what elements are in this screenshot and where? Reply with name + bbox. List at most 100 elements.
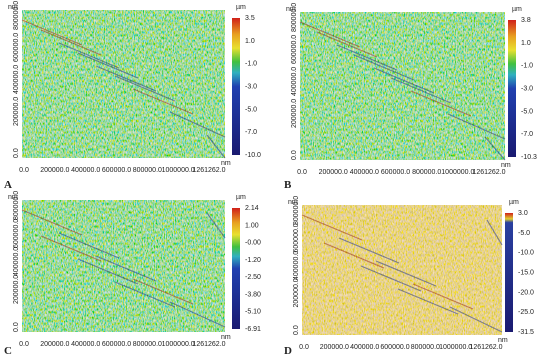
x-tick: 0.0 bbox=[19, 167, 29, 174]
z-unit: µm bbox=[236, 4, 246, 11]
panel-label: D bbox=[284, 345, 292, 357]
scratch bbox=[77, 52, 139, 79]
colorbar bbox=[505, 213, 513, 332]
colorbar-tick: -1.0 bbox=[521, 63, 533, 70]
panel-label: A bbox=[4, 179, 12, 191]
scratch bbox=[301, 214, 363, 241]
x-tick: 200000.0 bbox=[40, 341, 69, 348]
scratch bbox=[206, 212, 226, 239]
scratch bbox=[353, 54, 415, 81]
x-tick: 600000.0 bbox=[381, 169, 410, 176]
scratch bbox=[449, 306, 503, 333]
x-tick: 0.0 bbox=[297, 169, 307, 176]
scratch bbox=[95, 255, 157, 282]
colorbar-tick: -5.0 bbox=[521, 108, 533, 115]
y-tick: 600000.0 bbox=[293, 223, 300, 252]
x-tick: 600000.0 bbox=[102, 341, 131, 348]
scratch bbox=[397, 288, 459, 315]
scratch bbox=[299, 21, 361, 48]
scratch bbox=[316, 31, 378, 58]
x-tick: 1261262.0 bbox=[192, 167, 225, 174]
scratch bbox=[373, 67, 435, 94]
colorbar bbox=[232, 18, 240, 155]
scratch bbox=[169, 111, 226, 138]
x-tick: 0.0 bbox=[299, 344, 309, 351]
x-tick: 400000.0 bbox=[71, 167, 100, 174]
colorbar-tick: -1.0 bbox=[245, 61, 257, 68]
y-tick: 200000.0 bbox=[293, 278, 300, 307]
y-tick: 800000.0 bbox=[293, 196, 300, 225]
y-unit: nm bbox=[288, 199, 298, 206]
colorbar-tick: 1.0 bbox=[521, 40, 531, 47]
scratch bbox=[132, 88, 194, 115]
x-unit: nm bbox=[498, 337, 508, 344]
colorbar-tick: 1.00 bbox=[245, 222, 259, 229]
colorbar-tick: -5.0 bbox=[245, 106, 257, 113]
panel-label: B bbox=[284, 179, 292, 191]
x-tick: 1000000.0 bbox=[162, 167, 195, 174]
y-unit: nm bbox=[8, 194, 18, 201]
x-tick: 1261262.0 bbox=[469, 344, 502, 351]
x-tick: 1261262.0 bbox=[192, 341, 225, 348]
scratch bbox=[323, 242, 385, 269]
x-unit: nm bbox=[501, 162, 511, 169]
y-unit: nm bbox=[8, 4, 18, 11]
y-tick: 200000.0 bbox=[13, 97, 20, 126]
x-tick: 200000.0 bbox=[40, 167, 69, 174]
x-tick: 1000000.0 bbox=[162, 341, 195, 348]
colorbar-tick: -5.10 bbox=[245, 309, 261, 316]
surface-image bbox=[22, 200, 225, 332]
scratch bbox=[390, 77, 452, 104]
x-unit: nm bbox=[221, 334, 231, 341]
scratch bbox=[40, 29, 102, 56]
scratch bbox=[447, 113, 506, 140]
x-tick: 200000.0 bbox=[320, 344, 349, 351]
scratch bbox=[484, 136, 506, 161]
x-tick: 800000.0 bbox=[133, 167, 162, 174]
x-tick: 1000000.0 bbox=[439, 344, 472, 351]
panel: µm 3.8 1.0 -1.0 -3.0 -5.0 -7.0 -10.3 nm nm 0.0 2000… bbox=[284, 3, 537, 191]
scratch bbox=[132, 278, 194, 305]
colorbar-tick: -3.0 bbox=[245, 84, 257, 91]
surface-image bbox=[302, 205, 502, 335]
x-tick: 1261262.0 bbox=[472, 169, 505, 176]
scratch bbox=[412, 283, 474, 310]
z-unit: µm bbox=[509, 199, 519, 206]
x-tick: 800000.0 bbox=[133, 341, 162, 348]
scratch bbox=[77, 258, 139, 285]
colorbar-tick: -1.20 bbox=[245, 257, 261, 264]
scratch bbox=[58, 232, 120, 259]
scratch bbox=[486, 219, 503, 246]
colorbar-tick: 3.0 bbox=[518, 210, 528, 217]
scratch bbox=[114, 281, 176, 308]
y-tick: 800000.0 bbox=[13, 1, 20, 30]
scratch bbox=[114, 75, 176, 102]
x-unit: nm bbox=[221, 160, 231, 167]
colorbar-tick: -3.0 bbox=[521, 86, 533, 93]
scratch bbox=[58, 42, 120, 69]
x-tick: 400000.0 bbox=[71, 341, 100, 348]
x-tick: 800000.0 bbox=[411, 344, 440, 351]
x-tick: 400000.0 bbox=[350, 169, 379, 176]
scratch bbox=[169, 301, 226, 328]
y-tick: 800000.0 bbox=[291, 3, 298, 32]
x-tick: 800000.0 bbox=[412, 169, 441, 176]
colorbar-tick: -10.0 bbox=[245, 152, 261, 159]
colorbar-tick: -7.0 bbox=[521, 131, 533, 138]
y-unit: nm bbox=[286, 6, 296, 13]
colorbar-tick: 3.5 bbox=[245, 15, 255, 22]
colorbar-tick: -2.50 bbox=[245, 274, 261, 281]
z-unit: µm bbox=[512, 6, 522, 13]
y-tick: 400000.0 bbox=[13, 65, 20, 94]
colorbar-tick: 2.14 bbox=[245, 205, 259, 212]
z-unit: µm bbox=[236, 194, 246, 201]
x-tick: 400000.0 bbox=[350, 344, 379, 351]
y-tick: 600000.0 bbox=[291, 35, 298, 64]
scratch bbox=[410, 90, 472, 117]
y-tick: 600000.0 bbox=[13, 33, 20, 62]
colorbar-tick: -10.0 bbox=[518, 250, 534, 257]
colorbar-tick: 3.8 bbox=[521, 17, 531, 24]
colorbar-tick: -31.5 bbox=[518, 329, 534, 336]
colorbar-tick: -25.0 bbox=[518, 309, 534, 316]
